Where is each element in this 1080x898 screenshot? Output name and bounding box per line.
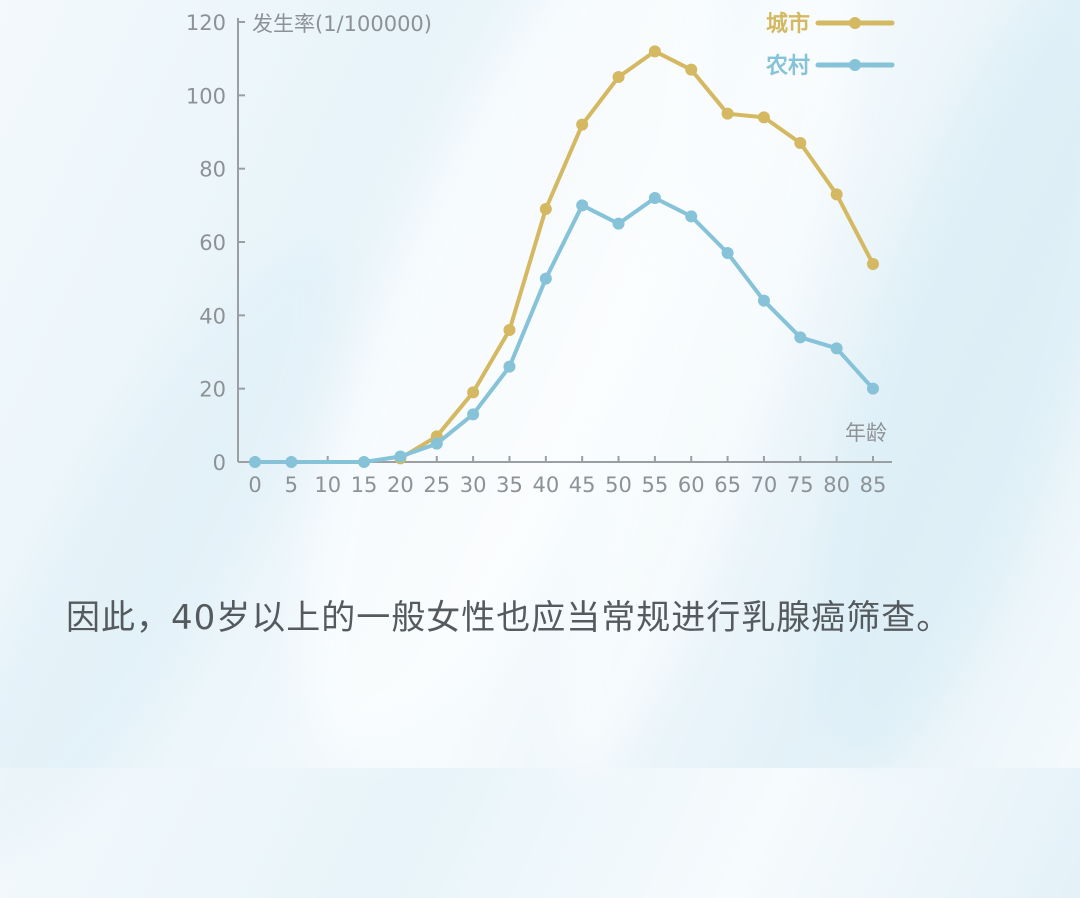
- series-point-农村: [358, 456, 371, 468]
- series-point-农村: [757, 294, 770, 307]
- x-tick-label: 85: [860, 473, 887, 497]
- series-point-农村: [467, 408, 480, 421]
- x-tick-label: 0: [248, 473, 261, 497]
- series-point-城市: [503, 324, 516, 336]
- x-tick-label: 5: [285, 473, 298, 497]
- series-point-城市: [467, 386, 480, 399]
- x-tick-label: 40: [532, 473, 559, 497]
- x-tick-label: 60: [678, 473, 705, 497]
- series-point-城市: [648, 45, 661, 58]
- y-tick-label: 120: [186, 11, 226, 35]
- series-point-城市: [685, 63, 698, 76]
- series-point-农村: [612, 217, 625, 230]
- series-line-城市: [398, 49, 875, 461]
- series-point-农村: [394, 450, 407, 463]
- series-point-城市: [757, 111, 770, 124]
- series-point-农村: [867, 382, 879, 395]
- y-axis-title: 发生率(1/100000): [252, 12, 432, 36]
- x-tick-label: 65: [714, 473, 741, 497]
- x-axis-title: 年龄: [845, 421, 887, 445]
- series-point-城市: [830, 188, 843, 201]
- series-point-农村: [503, 360, 516, 373]
- series-point-城市: [576, 118, 589, 131]
- series-point-农村: [576, 199, 589, 212]
- y-tick-label: 20: [199, 378, 226, 402]
- caption-text: 因此，40岁以上的一般女性也应当常规进行乳腺癌筛查。: [66, 598, 952, 638]
- series-point-农村: [794, 331, 807, 344]
- series-point-农村: [830, 342, 843, 355]
- y-tick-label: 40: [199, 304, 226, 328]
- series-point-农村: [285, 456, 298, 468]
- series-point-农村: [430, 437, 443, 450]
- x-tick-label: 35: [496, 473, 523, 497]
- series-line-农村: [253, 196, 875, 464]
- legend-label-城市: 城市: [766, 11, 810, 37]
- x-tick-label: 70: [751, 473, 778, 497]
- y-tick-label: 80: [199, 158, 226, 182]
- legend-marker-农村: [849, 59, 861, 71]
- series-point-农村: [648, 192, 661, 204]
- x-tick-label: 80: [823, 473, 850, 497]
- x-tick-label: 20: [387, 473, 414, 497]
- x-tick-label: 10: [314, 473, 341, 497]
- series-point-城市: [612, 71, 625, 83]
- y-tick-label: 60: [199, 231, 226, 255]
- x-tick-label: 45: [569, 473, 596, 497]
- series-point-农村: [539, 272, 552, 285]
- x-tick-label: 25: [423, 473, 450, 497]
- series-point-城市: [867, 258, 879, 270]
- x-tick-label: 30: [460, 473, 487, 497]
- x-tick-label: 15: [351, 473, 378, 497]
- legend-label-农村: 农村: [765, 53, 810, 79]
- legend-marker-城市: [849, 17, 861, 29]
- x-tick-label: 55: [642, 473, 669, 497]
- series-point-城市: [539, 203, 552, 215]
- chart-series: [249, 45, 879, 468]
- series-point-农村: [721, 247, 734, 259]
- x-tick-label: 50: [605, 473, 632, 497]
- series-point-农村: [685, 210, 698, 223]
- y-tick-label: 100: [186, 84, 226, 108]
- y-tick-label: 0: [213, 451, 226, 475]
- series-point-城市: [794, 137, 807, 149]
- series-point-农村: [249, 456, 261, 468]
- x-tick-label: 75: [787, 473, 814, 497]
- series-point-城市: [721, 107, 734, 120]
